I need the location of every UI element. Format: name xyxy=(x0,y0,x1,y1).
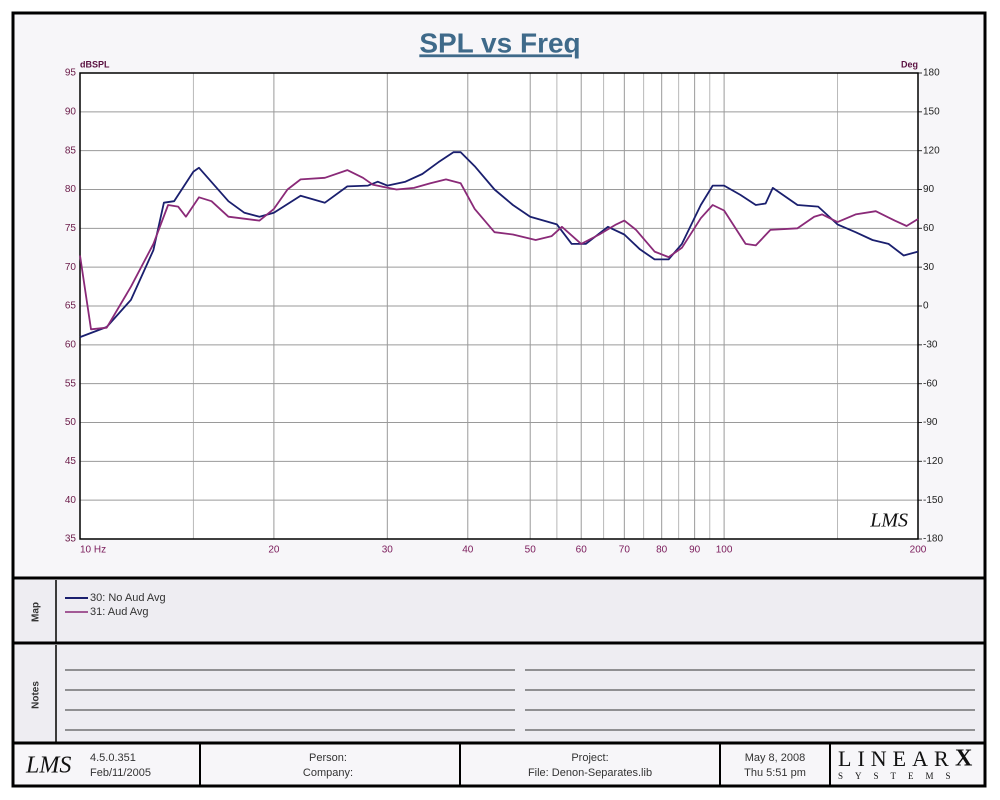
y-tick-label: 90 xyxy=(65,106,77,117)
note-lines xyxy=(65,669,975,731)
brand-sub: SYSTEMS xyxy=(838,771,963,781)
version: 4.5.0.351 xyxy=(90,752,136,764)
x-tick-label: 80 xyxy=(656,545,668,556)
watermark: LMS xyxy=(869,510,908,532)
x-tick-label: 70 xyxy=(619,545,631,556)
y2-tick-label: -30 xyxy=(923,339,938,350)
y-tick-label: 80 xyxy=(65,184,77,195)
legend-label: 31: Aud Avg xyxy=(90,606,149,618)
file: File: Denon-Separates.lib xyxy=(528,767,652,779)
y-axis-label: dBSPL xyxy=(80,59,110,69)
x-tick-label: 200 xyxy=(910,545,927,556)
notes-label: Notes xyxy=(31,681,42,709)
x-tick-label: 30 xyxy=(382,545,394,556)
y2-axis-label: Deg xyxy=(901,59,918,69)
x-tick-label: 40 xyxy=(462,545,474,556)
company: Company: xyxy=(303,767,353,779)
y-tick-label: 40 xyxy=(65,495,77,506)
x-tick-label: 10 Hz xyxy=(80,545,106,556)
y2-tick-label: 120 xyxy=(923,145,940,156)
chart-title: SPL vs Freq xyxy=(419,27,580,58)
x-tick-label: 60 xyxy=(576,545,588,556)
time: Thu 5:51 pm xyxy=(744,767,806,779)
map-label: Map xyxy=(31,602,42,622)
y2-tick-label: -180 xyxy=(923,534,943,545)
y-tick-label: 85 xyxy=(65,145,77,156)
y2-tick-label: -90 xyxy=(923,417,938,428)
y-tick-label: 50 xyxy=(65,417,77,428)
y-tick-label: 75 xyxy=(65,223,77,234)
brand-x: X xyxy=(955,746,973,772)
notes-panel xyxy=(15,645,983,742)
y2-tick-label: 180 xyxy=(923,68,940,79)
footer-dividers xyxy=(199,744,831,785)
y2-tick-label: 30 xyxy=(923,262,935,273)
y-tick-label: 55 xyxy=(65,378,77,389)
y2-tick-label: -150 xyxy=(923,495,943,506)
y-tick-label: 95 xyxy=(65,68,77,79)
y-tick-label: 45 xyxy=(65,456,77,467)
y2-tick-label: 150 xyxy=(923,106,940,117)
brand: LINEAR xyxy=(838,746,955,771)
y-tick-label: 70 xyxy=(65,262,77,273)
x-tick-label: 90 xyxy=(689,545,701,556)
y-tick-label: 35 xyxy=(65,534,77,545)
y2-tick-label: -120 xyxy=(923,456,943,467)
y2-tick-label: 90 xyxy=(923,184,935,195)
y-tick-label: 65 xyxy=(65,301,77,312)
footer-logo: LMS xyxy=(25,753,71,779)
x-tick-label: 100 xyxy=(716,545,733,556)
series-line xyxy=(79,169,919,331)
series-line xyxy=(79,151,919,338)
y2-tick-label: 0 xyxy=(923,301,929,312)
legend-label: 30: No Aud Avg xyxy=(90,592,166,604)
project: Project: xyxy=(571,752,608,764)
y2-tick-label: -60 xyxy=(923,378,938,389)
x-tick-label: 20 xyxy=(268,545,280,556)
x-tick-label: 50 xyxy=(525,545,537,556)
plot-border xyxy=(79,72,919,540)
y-tick-label: 60 xyxy=(65,339,77,350)
date: May 8, 2008 xyxy=(745,752,806,764)
y2-tick-label: 60 xyxy=(923,223,935,234)
build-date: Feb/11/2005 xyxy=(90,767,151,779)
person: Person: xyxy=(309,752,347,764)
map-panel xyxy=(15,580,983,642)
